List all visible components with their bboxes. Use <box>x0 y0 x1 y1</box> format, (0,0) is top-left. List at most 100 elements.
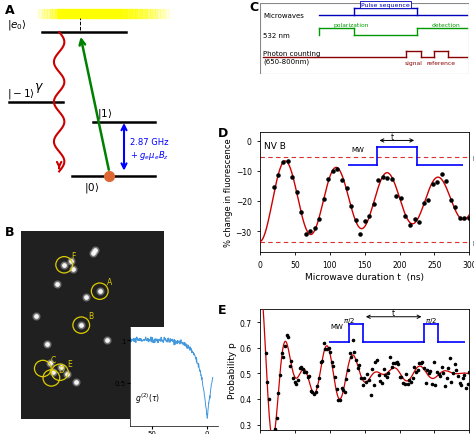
Point <box>280 353 287 360</box>
Point <box>317 358 324 365</box>
Point <box>462 384 470 391</box>
Point <box>288 174 296 181</box>
Point <box>354 365 362 372</box>
Point <box>392 194 400 201</box>
Polygon shape <box>157 10 160 19</box>
Polygon shape <box>125 10 128 19</box>
Point <box>344 367 352 374</box>
Point <box>293 189 301 196</box>
Point <box>320 196 328 203</box>
Point <box>443 375 450 382</box>
Point <box>347 203 355 210</box>
Point <box>329 168 337 175</box>
Text: $|0\rangle$: $|0\rangle$ <box>84 180 100 194</box>
Point <box>414 367 421 374</box>
Point <box>374 357 381 364</box>
Polygon shape <box>160 10 163 19</box>
Point <box>410 216 418 223</box>
Point <box>356 230 364 237</box>
Point <box>383 175 391 182</box>
Point <box>453 366 460 373</box>
Point <box>283 332 291 339</box>
Point <box>452 204 459 211</box>
Point <box>339 387 347 394</box>
Point <box>304 373 311 380</box>
Point <box>273 415 281 422</box>
Point <box>302 368 310 375</box>
Point <box>291 379 299 386</box>
Text: 5 μm: 5 μm <box>2 318 11 337</box>
Point <box>390 360 397 367</box>
Point <box>310 391 318 398</box>
Point <box>394 360 402 367</box>
Point <box>415 220 423 227</box>
Polygon shape <box>52 10 55 19</box>
Point <box>296 365 303 372</box>
Point <box>407 378 415 385</box>
Polygon shape <box>153 10 155 19</box>
Y-axis label: Probability p: Probability p <box>228 341 237 398</box>
Point <box>375 372 383 379</box>
Point <box>409 375 417 382</box>
Point <box>281 343 289 350</box>
Y-axis label: % change in fluorescence: % change in fluorescence <box>224 138 233 247</box>
Point <box>294 376 301 383</box>
Point <box>388 363 395 370</box>
Point <box>424 197 432 204</box>
Point <box>341 388 348 395</box>
Point <box>370 201 377 208</box>
Point <box>284 158 292 165</box>
Text: Pulse sequence: Pulse sequence <box>361 3 410 8</box>
Point <box>412 368 419 375</box>
Point <box>447 197 455 204</box>
Point <box>404 381 411 388</box>
Polygon shape <box>128 10 130 19</box>
Text: E: E <box>218 303 227 316</box>
Point <box>307 388 315 395</box>
Point <box>362 379 370 386</box>
Point <box>393 359 401 366</box>
Text: Microwaves: Microwaves <box>263 13 304 19</box>
Point <box>305 373 313 380</box>
Point <box>457 381 465 388</box>
Point <box>289 375 297 382</box>
Point <box>422 379 429 386</box>
Point <box>352 356 360 363</box>
Point <box>406 377 413 384</box>
Point <box>349 337 356 344</box>
Point <box>465 215 473 222</box>
Point <box>397 195 405 202</box>
Polygon shape <box>57 10 120 19</box>
Point <box>275 389 283 396</box>
Text: A: A <box>5 4 14 17</box>
Point <box>431 382 439 389</box>
Polygon shape <box>42 10 45 19</box>
Point <box>420 365 428 372</box>
Point <box>352 217 359 224</box>
Point <box>379 174 387 181</box>
Point <box>367 392 374 399</box>
Polygon shape <box>122 10 125 19</box>
Text: C: C <box>249 1 259 14</box>
Point <box>430 359 438 366</box>
Polygon shape <box>145 10 147 19</box>
Text: E: E <box>67 359 72 368</box>
Point <box>347 354 355 361</box>
Point <box>399 379 407 386</box>
Point <box>427 368 434 375</box>
Point <box>438 171 446 178</box>
Point <box>465 368 473 375</box>
Point <box>365 376 373 383</box>
Point <box>262 350 269 357</box>
Text: 2.87 GHz
+ $g_e\mu_eB_z$: 2.87 GHz + $g_e\mu_eB_z$ <box>130 138 169 161</box>
Point <box>284 333 292 340</box>
Point <box>396 374 403 381</box>
Polygon shape <box>37 10 39 19</box>
Point <box>425 370 433 377</box>
Point <box>446 354 454 361</box>
Point <box>410 363 418 370</box>
Point <box>297 364 305 371</box>
Point <box>316 216 323 223</box>
Polygon shape <box>163 10 165 19</box>
Text: $|e_0\rangle$: $|e_0\rangle$ <box>7 18 27 32</box>
